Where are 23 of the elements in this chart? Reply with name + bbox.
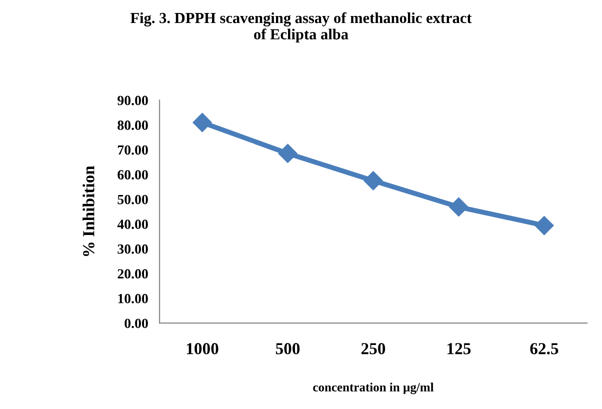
- point: [278, 144, 298, 163]
- x-tick-label: 62.5: [530, 343, 558, 354]
- chart-title: Fig. 3. DPPH scavenging assay of methanolic extract of Eclipta alba: [130, 12, 472, 43]
- y-tick-label: 60.00: [118, 170, 148, 180]
- x-tick-label: 125: [448, 343, 471, 354]
- y-tick-label: 40.00: [117, 220, 148, 230]
- x-tick-label: 250: [361, 343, 386, 354]
- point: [364, 171, 383, 190]
- x-axis-title: concentration in µg/ml: [313, 382, 434, 394]
- y-tick-label: 80.00: [118, 120, 148, 130]
- y-axis-title: % Inhibition: [82, 166, 94, 256]
- y-tick-label: 30.00: [118, 244, 148, 254]
- point: [534, 216, 554, 236]
- y-tick-label: 90.00: [118, 96, 148, 106]
- y-tick-label: 0.00: [124, 318, 148, 328]
- y-tick-label: 50.00: [118, 194, 148, 204]
- y-tick-label: 70.00: [118, 145, 148, 155]
- point: [192, 112, 212, 132]
- x-tick-label: 500: [276, 343, 300, 354]
- y-tick-label: 10.00: [118, 294, 148, 304]
- x-tick-label: 1000: [186, 343, 218, 354]
- y-tick-label: 20.00: [118, 269, 148, 279]
- point: [449, 197, 468, 216]
